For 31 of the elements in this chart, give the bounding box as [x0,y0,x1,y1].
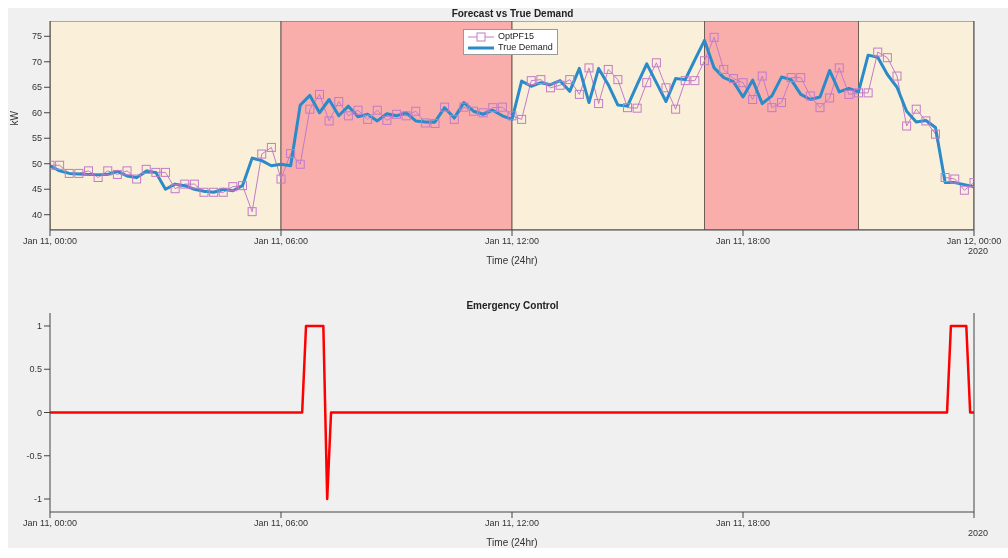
chart-title: Emergency Control [465,300,560,311]
x-tick-label: Jan 11, 00:00 [23,236,77,247]
x-tick-label: Jan 11, 12:00 [485,518,539,529]
x-tick-label: Jan 12, 00:00 [946,236,1002,247]
y-axis-title: kW [8,110,20,126]
legend-label: OptPF15 [498,31,535,42]
text: 2020 [967,246,988,256]
y-tick-label: 50 [31,158,42,169]
y-tick-label: 75 [31,31,42,42]
x-tick-label: Jan 11, 06:00 [254,518,308,529]
x-tick-label: Jan 11, 06:00 [254,236,308,247]
y-tick-label: 60 [31,107,42,118]
chart-title: Forecast vs True Demand [450,8,575,19]
text: 2020 [967,528,988,538]
y-tick-label: 0.5 [29,364,42,375]
y-tick-label: 65 [31,82,42,93]
y-tick-label: 45 [31,184,42,195]
x-axis-title: Time (24hr) [486,255,538,266]
x-tick-label: Jan 11, 18:00 [716,518,770,529]
y-tick-label: 40 [31,209,42,220]
y-tick-label: 0 [36,407,42,418]
x-tick-label: Jan 11, 00:00 [23,518,77,529]
y-tick-label: 1 [36,321,42,332]
legend-label: True Demand [498,42,553,53]
x-tick-label: Jan 11, 18:00 [716,236,770,247]
y-tick-label: 70 [31,56,42,67]
x-tick-label: Jan 11, 12:00 [485,236,539,247]
y-tick-label: -1 [33,494,42,505]
y-tick-label: -0.5 [26,450,42,461]
x-axis-title: Time (24hr) [486,537,538,548]
y-tick-label: 55 [31,133,42,144]
